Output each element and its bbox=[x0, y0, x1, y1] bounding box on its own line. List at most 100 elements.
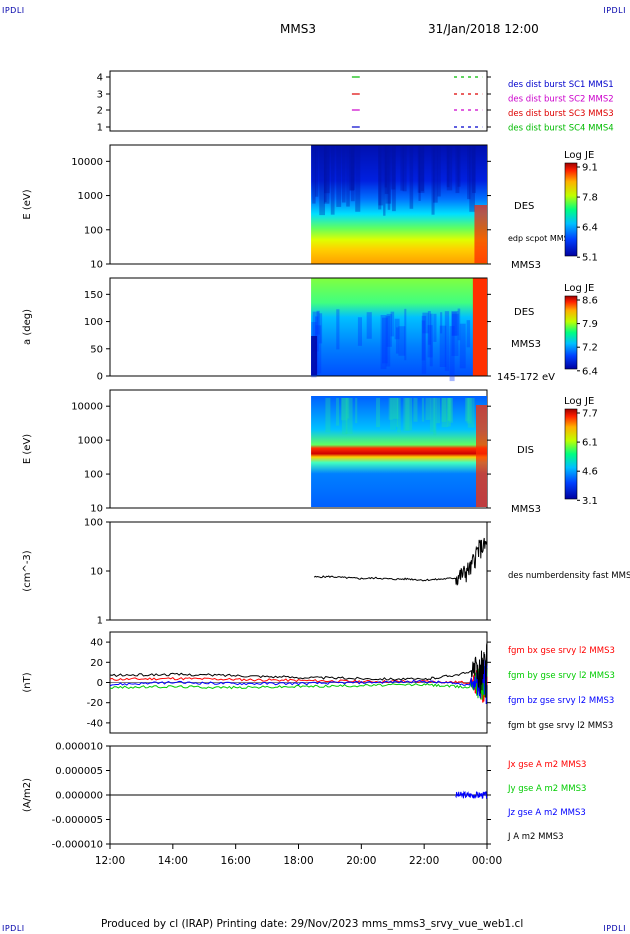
des-pitch-streak bbox=[398, 326, 406, 356]
des-energy-colorbar-label: 6.4 bbox=[582, 223, 598, 234]
des-energy-colorbar-title: Log JE bbox=[564, 150, 594, 161]
dis-energy-axis-label: E (eV) bbox=[22, 434, 33, 464]
bfield-line-bz bbox=[109, 657, 488, 705]
des-energy-streak bbox=[387, 146, 391, 210]
dis-energy-colorbar-title: Log JE bbox=[564, 396, 594, 407]
bfield-tick-label: 40 bbox=[90, 638, 103, 649]
dis-energy-tick-label: 1000 bbox=[78, 436, 103, 447]
time-tick-label: 00:00 bbox=[472, 855, 502, 867]
des-energy-streak bbox=[336, 146, 342, 207]
time-tick-label: 16:00 bbox=[221, 855, 251, 867]
des-pitch-streak bbox=[386, 313, 392, 347]
dis-energy-streak bbox=[447, 398, 450, 421]
des-pitch-tick-label: 100 bbox=[84, 317, 103, 328]
des-energy-streak bbox=[467, 146, 471, 200]
des-pitch-streak bbox=[421, 315, 427, 374]
dis-energy-tick-label: 10000 bbox=[71, 402, 103, 413]
dis-energy-streak bbox=[433, 398, 437, 436]
des-pitch-tick-label: 0 bbox=[97, 372, 103, 383]
density-tick-label: 10 bbox=[90, 567, 103, 578]
current-tick-label: 0.000000 bbox=[55, 791, 103, 802]
des-pitch-colorbar-label: 8.6 bbox=[582, 296, 598, 307]
des-pitch-spectrogram bbox=[311, 278, 487, 376]
date-title: 31/Jan/2018 12:00 bbox=[428, 22, 539, 36]
bfield-legend-entry: fgm bt gse srvy l2 MMS3 bbox=[508, 721, 613, 731]
dis-energy-sc-label: MMS3 bbox=[511, 504, 541, 515]
dis-energy-streak bbox=[447, 398, 451, 427]
des-pitch-streak bbox=[451, 311, 457, 336]
des-pitch-energy-label: 145-172 eV bbox=[497, 372, 555, 383]
dis-energy-streak bbox=[403, 398, 410, 431]
des-pitch-streak bbox=[385, 315, 391, 367]
dis-energy-streak bbox=[429, 398, 436, 432]
des-pitch-streak bbox=[457, 308, 461, 341]
des-energy-streak bbox=[324, 146, 327, 203]
bfield-tick-label: -40 bbox=[87, 718, 103, 729]
des-energy-tick-label: 10000 bbox=[71, 157, 103, 168]
burst-legend-entry: des dist burst SC2 MMS2 bbox=[508, 95, 614, 105]
dis-energy-streak bbox=[405, 398, 413, 431]
corner-mark-top-right: IPDLI bbox=[603, 6, 626, 15]
des-energy-streak bbox=[378, 146, 382, 210]
dis-energy-spectrogram bbox=[311, 396, 487, 507]
des-energy-spectrogram bbox=[311, 145, 487, 264]
des-pitch-streak bbox=[449, 326, 455, 382]
current-legend-entry: J A m2 MMS3 bbox=[507, 832, 564, 842]
des-energy-streak bbox=[431, 146, 435, 215]
des-energy-streak bbox=[384, 146, 388, 188]
des-pitch-streak bbox=[312, 311, 319, 352]
des-energy-tick-label: 1000 bbox=[78, 191, 103, 202]
burst-panel-tick-label: 2 bbox=[97, 106, 103, 117]
des-pitch-streak bbox=[433, 313, 437, 342]
des-energy-streak bbox=[349, 146, 355, 191]
des-energy-streak bbox=[391, 146, 396, 190]
burst-legend-entry: des dist burst SC4 MMS4 bbox=[508, 124, 614, 134]
des-energy-streak bbox=[341, 146, 346, 203]
des-pitch-streak bbox=[422, 312, 429, 334]
des-energy-streak bbox=[312, 146, 316, 204]
des-energy-hot-patch bbox=[474, 205, 487, 263]
des-energy-streak bbox=[418, 146, 425, 193]
dis-energy-streak bbox=[448, 398, 453, 423]
des-energy-streak bbox=[319, 146, 326, 216]
des-pitch-streak bbox=[395, 327, 399, 354]
footer-credit: Produced by cl (IRAP) Printing date: 29/… bbox=[101, 918, 524, 930]
des-energy-axis-label: E (eV) bbox=[22, 189, 33, 219]
bfield-legend-entry: fgm bz gse srvy l2 MMS3 bbox=[508, 696, 614, 706]
dis-energy-streak bbox=[467, 398, 475, 428]
des-energy-streak bbox=[392, 146, 396, 212]
dis-energy-streak bbox=[421, 398, 425, 422]
dis-energy-hot-patch bbox=[476, 405, 487, 507]
des-energy-streak bbox=[455, 146, 460, 194]
spacecraft-title: MMS3 bbox=[280, 22, 316, 36]
dis-energy-colorbar-label: 3.1 bbox=[582, 496, 598, 507]
density-axis-label: (cm^-3) bbox=[22, 550, 33, 591]
corner-mark-bottom-right: IPDLI bbox=[603, 924, 626, 933]
time-tick-label: 12:00 bbox=[95, 855, 125, 867]
dis-energy-streak bbox=[441, 398, 449, 428]
time-tick-label: 18:00 bbox=[283, 855, 313, 867]
des-pitch-streak bbox=[366, 312, 372, 339]
des-pitch-streak bbox=[318, 313, 323, 344]
des-pitch-axis-label: a (deg) bbox=[22, 309, 33, 345]
dis-energy-streak bbox=[346, 398, 350, 419]
des-energy-colorbar bbox=[564, 162, 578, 257]
dis-energy-streak bbox=[336, 398, 340, 426]
des-energy-streak bbox=[469, 146, 475, 212]
current-tick-label: -0.000010 bbox=[52, 840, 103, 851]
des-energy-streak bbox=[323, 146, 330, 204]
des-energy-streak bbox=[383, 146, 386, 216]
current-axis-label: (A/m2) bbox=[22, 778, 33, 812]
des-energy-streak bbox=[350, 146, 355, 202]
density-panel-frame bbox=[109, 521, 488, 621]
des-pitch-streak bbox=[316, 310, 320, 335]
des-pitch-streak bbox=[357, 317, 363, 346]
des-energy-streak bbox=[402, 146, 407, 192]
des-pitch-streak bbox=[451, 310, 459, 356]
current-spike bbox=[455, 790, 488, 799]
des-pitch-streak bbox=[315, 325, 322, 374]
des-energy-streak bbox=[400, 146, 404, 191]
des-energy-streak bbox=[384, 146, 389, 194]
burst-legend-entry: des dist burst SC1 MMS1 bbox=[508, 80, 614, 90]
des-energy-streak bbox=[433, 146, 438, 203]
